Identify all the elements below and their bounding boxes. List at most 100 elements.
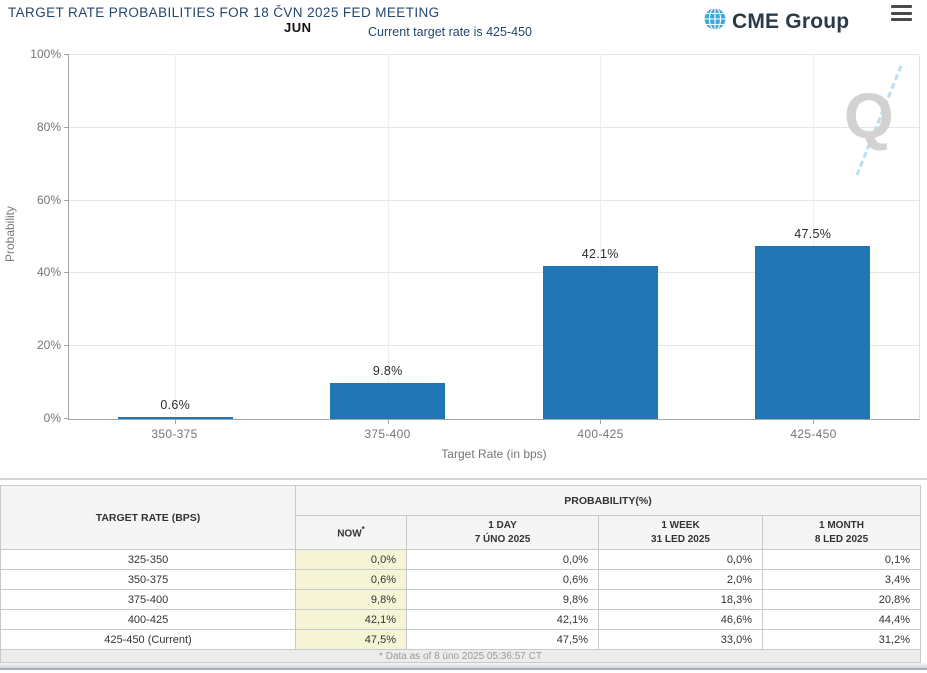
week-cell: 18,3% xyxy=(598,589,763,610)
y-axis-title: Probability xyxy=(3,205,17,263)
now-cell: 42,1% xyxy=(295,609,407,630)
probability-table-wrap: TARGET RATE (BPS) PROBABILITY(%) NOW* 1 … xyxy=(0,485,927,663)
week-column-header: 1 WEEK 31 LED 2025 xyxy=(598,515,763,550)
x-axis-title: Target Rate (in bps) xyxy=(441,447,547,461)
target-rate-header: TARGET RATE (BPS) xyxy=(0,485,296,550)
week-cell: 33,0% xyxy=(598,629,763,650)
v-gridline xyxy=(600,55,602,419)
hamburger-icon xyxy=(891,5,912,8)
x-tick xyxy=(600,419,602,424)
now-label: NOW xyxy=(337,527,362,539)
bar-400-425 xyxy=(542,265,658,419)
month-cell: 20,8% xyxy=(762,589,921,610)
week-cell: 0,0% xyxy=(598,549,763,570)
now-cell: 0,0% xyxy=(295,549,407,570)
bar-group-350-375: 0.6% xyxy=(69,55,282,419)
month-cell: 3,4% xyxy=(762,569,921,590)
y-tick xyxy=(64,54,69,55)
bar-value-label: 47.5% xyxy=(794,227,832,242)
y-tick-label: 0% xyxy=(43,411,61,425)
rates-table: TARGET RATE (BPS) PROBABILITY(%) NOW* 1 … xyxy=(0,485,921,663)
logo-text: CME Group xyxy=(732,9,850,33)
table-row: 350-375 0,6% 0,6% 2,0% 3,4% xyxy=(0,569,921,590)
data-as-of-footnote: * Data as of 8 úno 2025 05:36:57 CT xyxy=(0,649,921,663)
x-tick-label: 400-425 xyxy=(577,427,624,441)
footnote-row: * Data as of 8 úno 2025 05:36:57 CT xyxy=(0,649,921,663)
day-cell: 42,1% xyxy=(406,609,599,630)
now-cell: 9,8% xyxy=(295,589,407,610)
y-tick xyxy=(64,418,69,419)
y-tick-label: 80% xyxy=(36,119,61,134)
bar-375-400 xyxy=(330,383,446,419)
probability-group-header: PROBABILITY(%) xyxy=(295,485,921,516)
day-cell: 47,5% xyxy=(406,629,599,650)
menu-button[interactable] xyxy=(891,5,912,21)
now-cell: 0,6% xyxy=(295,569,407,590)
tab-month-jun[interactable]: JUN xyxy=(284,20,312,35)
y-tick-label: 20% xyxy=(36,338,61,353)
bar-value-label: 9.8% xyxy=(372,364,403,379)
table-row: 425-450 (Current) 47,5% 47,5% 33,0% 31,2… xyxy=(0,629,921,650)
table-row: 400-425 42,1% 42,1% 46,6% 44,4% xyxy=(0,609,921,630)
week-date: 31 LED 2025 xyxy=(651,533,710,545)
x-tick-labels: 350-375 375-400 400-425 425-450 xyxy=(68,427,920,441)
h-gridline xyxy=(69,54,919,55)
rate-label-cell: 350-375 xyxy=(0,569,296,590)
now-cell: 47,5% xyxy=(295,629,407,650)
day-date: 7 ÚNO 2025 xyxy=(474,533,531,545)
v-gridline xyxy=(175,55,177,419)
rate-label-cell: 325-350 xyxy=(0,549,296,570)
month-date: 8 LED 2025 xyxy=(814,533,869,545)
h-gridline xyxy=(69,345,919,347)
rate-label-cell: 375-400 xyxy=(0,589,296,610)
y-tick xyxy=(64,126,69,128)
x-tick-label: 375-400 xyxy=(364,427,411,441)
y-tick-label: 100% xyxy=(30,47,61,61)
day-cell: 0,0% xyxy=(406,549,599,570)
y-tick xyxy=(64,199,69,201)
current-target-label: Current target rate is 425-450 xyxy=(368,25,532,39)
cme-group-logo[interactable]: CME Group xyxy=(703,7,849,36)
h-gridline xyxy=(69,272,919,274)
day-cell: 0,6% xyxy=(406,569,599,590)
bar-group-400-425: 42.1% xyxy=(494,55,707,419)
h-gridline xyxy=(69,199,919,201)
v-gridline xyxy=(387,55,389,419)
y-tick-label: 60% xyxy=(36,192,61,207)
table-row: 375-400 9,8% 9,8% 18,3% 20,8% xyxy=(0,589,921,610)
now-asterisk: * xyxy=(361,524,365,534)
bar-350-375 xyxy=(117,416,233,419)
bar-425-450 xyxy=(755,246,871,419)
bar-group-425-450: 47.5% xyxy=(707,55,920,419)
globe-icon xyxy=(703,7,727,36)
chart-table-divider xyxy=(0,478,927,480)
x-tick-label: 425-450 xyxy=(790,427,837,441)
hamburger-icon xyxy=(891,11,912,15)
y-tick-label: 40% xyxy=(36,265,61,280)
plot-area: 0% 20% 40% 60% 80% 100% 0.6% 9.8% 42.1% xyxy=(30,47,920,425)
y-tick xyxy=(64,345,69,347)
table-row: 325-350 0,0% 0,0% 0,0% 0,1% xyxy=(0,549,921,570)
page-title: TARGET RATE PROBABILITIES FOR 18 ČVN 202… xyxy=(8,5,440,20)
rate-label-cell: 425-450 (Current) xyxy=(0,629,296,650)
week-label: 1 WEEK xyxy=(661,520,700,531)
x-tick xyxy=(175,419,177,424)
month-cell: 0,1% xyxy=(762,549,921,570)
quikstrike-watermark: Q xyxy=(828,57,903,187)
probability-chart: Probability 0% xyxy=(0,45,927,478)
rate-label-cell: 400-425 xyxy=(0,609,296,630)
x-tick-label: 350-375 xyxy=(151,427,198,441)
h-gridline xyxy=(69,126,919,128)
month-cell: 31,2% xyxy=(762,629,921,650)
hamburger-icon xyxy=(891,18,912,21)
q-icon: Q xyxy=(844,80,894,152)
bar-group-375-400: 9.8% xyxy=(282,55,495,419)
bar-value-label: 42.1% xyxy=(581,246,619,261)
day-cell: 9,8% xyxy=(406,589,599,610)
bar-series: 0.6% 9.8% 42.1% 47.5% xyxy=(69,55,919,419)
now-column-header: NOW* xyxy=(295,515,407,550)
month-column-header: 1 MONTH 8 LED 2025 xyxy=(762,515,921,550)
week-cell: 46,6% xyxy=(598,609,763,630)
day-column-header: 1 DAY 7 ÚNO 2025 xyxy=(406,515,599,550)
